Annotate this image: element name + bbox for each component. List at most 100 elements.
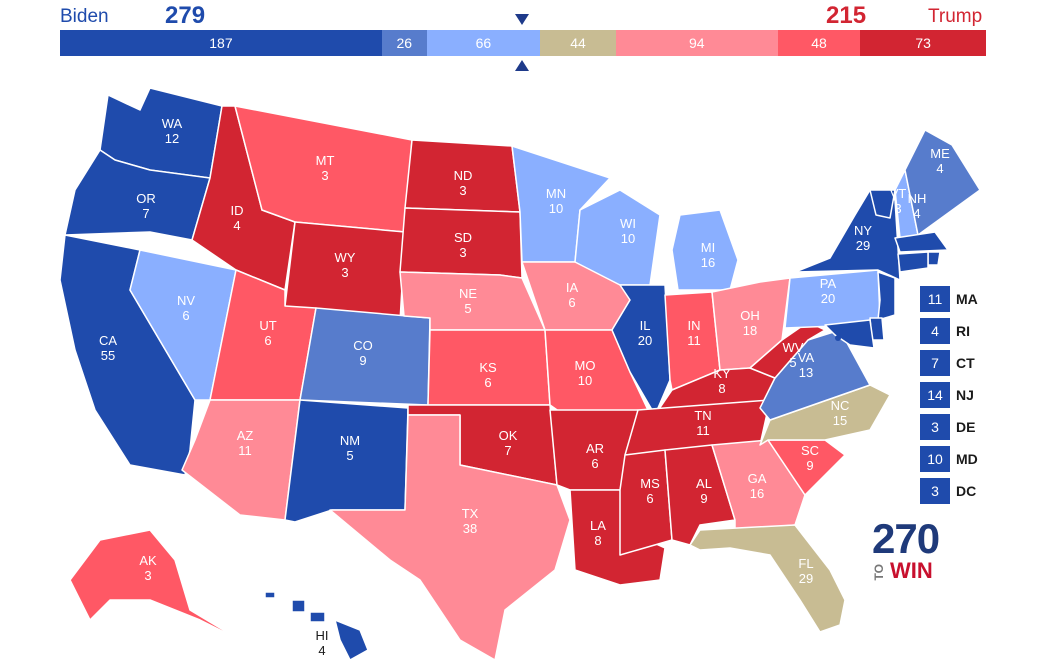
state-label-wi: WI 10 xyxy=(620,216,636,246)
logo-to: TO xyxy=(872,564,886,581)
small-state-ev[interactable]: 11 xyxy=(920,286,950,312)
small-state-ev[interactable]: 10 xyxy=(920,446,950,472)
state-abbr: WV xyxy=(783,340,804,355)
state-nv[interactable] xyxy=(129,249,237,401)
state-abbr: AK xyxy=(139,553,157,568)
state-label-mn: MN 10 xyxy=(546,186,566,216)
state-nc[interactable] xyxy=(759,384,891,446)
state-abbr: KS xyxy=(479,360,497,375)
state-abbr: KY xyxy=(713,366,731,381)
state-label-tx: TX 38 xyxy=(462,506,479,536)
state-wv[interactable] xyxy=(749,321,826,379)
state-ak[interactable] xyxy=(69,529,241,641)
state-ms[interactable] xyxy=(619,449,673,556)
state-abbr: OR xyxy=(136,191,156,206)
small-state-abbr: CT xyxy=(956,355,975,371)
state-label-id: ID 4 xyxy=(231,203,244,233)
state-hi[interactable] xyxy=(264,591,369,661)
state-ev: 3 xyxy=(459,245,466,260)
state-label-ia: IA 6 xyxy=(566,280,579,310)
state-ev: 6 xyxy=(484,375,491,390)
small-state-abbr: DC xyxy=(956,483,977,499)
state-ev: 5 xyxy=(346,448,353,463)
small-state-ev[interactable]: 3 xyxy=(920,414,950,440)
state-abbr: MT xyxy=(316,153,335,168)
small-state-abbr: RI xyxy=(956,323,970,339)
state-ev: 10 xyxy=(549,201,563,216)
state-label-mo: MO 10 xyxy=(575,358,596,388)
state-ev: 55 xyxy=(101,348,115,363)
state-label-ga: GA 16 xyxy=(748,471,767,501)
state-label-nh: NH 4 xyxy=(908,191,927,221)
state-label-wa: WA 12 xyxy=(162,116,183,146)
small-state-ev[interactable]: 4 xyxy=(920,318,950,344)
state-abbr: PA xyxy=(820,276,837,291)
state-label-mt: MT 3 xyxy=(316,153,335,183)
bar-segment: 26 xyxy=(381,30,427,56)
state-me[interactable] xyxy=(904,129,981,236)
bar-segment: 94 xyxy=(615,30,778,56)
state-ev: 5 xyxy=(464,301,471,316)
state-abbr: LA xyxy=(590,518,606,533)
state-ma[interactable] xyxy=(894,231,949,253)
small-state-ev[interactable]: 7 xyxy=(920,350,950,376)
small-state-abbr: DE xyxy=(956,419,976,435)
state-label-ak: AK 3 xyxy=(139,553,157,583)
state-vt[interactable] xyxy=(869,189,896,219)
state-ev: 16 xyxy=(701,255,715,270)
state-ev: 20 xyxy=(638,333,652,348)
state-ev: 4 xyxy=(233,218,240,233)
state-abbr: NC xyxy=(831,398,850,413)
state-nj[interactable] xyxy=(877,271,896,321)
state-abbr: IL xyxy=(640,318,651,333)
state-label-ks: KS 6 xyxy=(479,360,497,390)
state-abbr: SD xyxy=(454,230,472,245)
trump-name: Trump xyxy=(928,6,983,27)
state-ev: 8 xyxy=(718,381,725,396)
trump-total: 215 xyxy=(826,2,867,29)
state-abbr: WI xyxy=(620,216,636,231)
state-label-ms: MS 6 xyxy=(640,476,660,506)
state-label-fl: FL 29 xyxy=(798,556,813,586)
state-abbr: NM xyxy=(340,433,360,448)
small-state-ev[interactable]: 14 xyxy=(920,382,950,408)
state-abbr: MI xyxy=(701,240,715,255)
small-state-abbr: MD xyxy=(956,451,978,467)
state-abbr: NE xyxy=(459,286,477,301)
state-ev: 3 xyxy=(144,568,151,583)
state-ri[interactable] xyxy=(927,251,941,266)
state-label-sc: SC 9 xyxy=(801,443,819,473)
state-ev: 4 xyxy=(913,206,920,221)
state-az[interactable] xyxy=(181,399,301,521)
state-fl[interactable] xyxy=(689,524,846,633)
state-ev: 3 xyxy=(321,168,328,183)
state-ev: 4 xyxy=(936,161,943,176)
state-abbr: VA xyxy=(798,350,815,365)
state-label-or: OR 7 xyxy=(136,191,156,221)
state-label-hi: HI 4 xyxy=(316,628,329,658)
state-ev: 11 xyxy=(687,333,701,348)
dc-marker[interactable] xyxy=(835,335,841,341)
bar-segment: 73 xyxy=(860,30,986,56)
state-label-in: IN 11 xyxy=(687,318,701,348)
state-md[interactable] xyxy=(824,319,875,349)
small-state-abbr: NJ xyxy=(956,387,974,403)
state-ev: 10 xyxy=(621,231,635,246)
state-ev: 13 xyxy=(799,365,813,380)
state-label-il: IL 20 xyxy=(638,318,652,348)
state-ev: 6 xyxy=(182,308,189,323)
state-label-nc: NC 15 xyxy=(831,398,850,428)
state-label-ny: NY 29 xyxy=(854,223,872,253)
state-label-mi: MI 16 xyxy=(701,240,715,270)
state-tx[interactable] xyxy=(329,414,571,661)
state-label-ut: UT 6 xyxy=(259,318,276,348)
state-label-me: ME 4 xyxy=(930,146,950,176)
state-ev: 16 xyxy=(750,486,764,501)
state-ev: 18 xyxy=(743,323,757,338)
state-ct[interactable] xyxy=(897,251,929,273)
state-label-ar: AR 6 xyxy=(586,441,604,471)
small-state-ev[interactable]: 3 xyxy=(920,478,950,504)
state-ev: 29 xyxy=(856,238,870,253)
state-abbr: MO xyxy=(575,358,596,373)
